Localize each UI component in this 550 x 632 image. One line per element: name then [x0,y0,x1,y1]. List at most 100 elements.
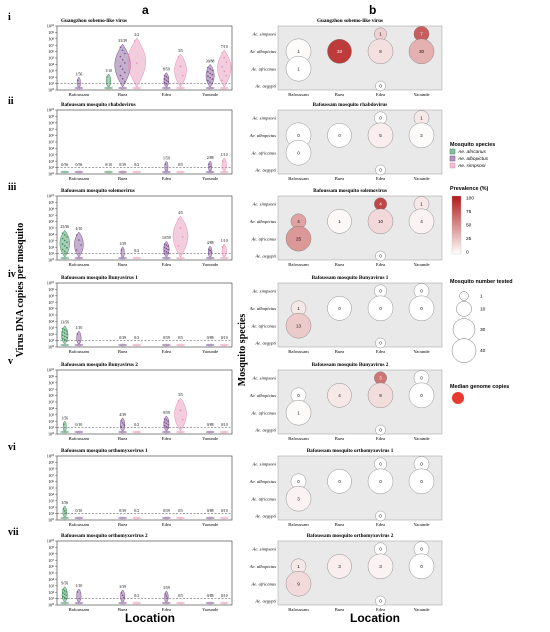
positive-fraction-label: 0/2 [134,594,139,598]
violin-base [175,256,185,260]
y-tick-label: 10⁵ [48,140,54,145]
data-point [106,76,108,78]
data-point [120,420,122,422]
positive-fraction-label: 1/39 [119,242,126,246]
violin-base [219,256,229,260]
y-tick-label: 10⁵ [48,56,54,61]
data-point [221,52,223,54]
x-tick-label: Edea [162,522,171,527]
bubble-count-label: 1 [420,116,423,121]
prevalence-bubble [408,468,435,495]
x-tick-label: Edea [376,176,385,181]
prevalence-tick-label: 100 [466,196,474,202]
bubble-count-label: 0 [379,479,382,484]
y-tick-label: 10⁸ [48,120,54,125]
data-point [165,244,168,247]
positive-fraction-label: 0/56 [61,163,68,167]
bubble-count-label: 0 [379,514,382,519]
violin-panel: Bafoussam mosquito orthomyxovirus 2 10⁰ 10… [47,533,233,612]
bubble-panel-title: Bafoussam mosquito rhabdovirus [313,102,388,108]
row-number: iv [8,269,16,280]
x-tick-label: Yaounde [202,176,218,181]
violin-base [205,170,215,174]
x-tick-label: Yaounde [202,607,218,612]
y-tick-label: 10¹ [48,511,54,516]
data-point [66,241,68,244]
species-label: Ae. simpsoni [252,116,277,121]
bubble-count-label: 0 [379,289,382,294]
species-label: Ae. africanus [251,581,277,586]
data-point [133,40,136,42]
violin-base [104,170,114,174]
data-point [165,79,168,82]
bubble-count-label: 4 [420,219,423,224]
data-point [119,74,122,77]
bubble-count-label: 8 [379,49,382,54]
x-tick-label: Buea [335,92,344,97]
data-point [62,423,65,426]
data-point [63,332,66,334]
data-point [124,52,126,55]
data-point [207,66,209,69]
violin-base [132,170,142,174]
prevalence-bubble [375,80,386,92]
y-tick-label: 10⁷ [48,387,54,392]
y-tick-label: 10⁷ [48,213,54,218]
x-tick-label: Edea [162,262,171,267]
data-point [63,234,66,236]
data-point [121,68,124,71]
species-label: Ae. africanus [251,150,277,155]
bubble-count-label: 0 [379,341,382,346]
bubble-panel: Guangzhou sobemo-like virus Ae. simpsoni A… [249,18,443,97]
violin-panel: Guangzhou sobemo-like virus10⁰10¹10²10³1… [47,18,233,97]
positive-fraction-label: 0/5 [178,163,183,167]
y-tick-label: 10¹⁰ [47,108,55,113]
data-point [61,337,64,340]
positive-fraction-label: 9/56 [61,582,68,586]
species-label: Ae. aegypti [254,254,276,259]
violin-base [74,430,84,434]
positive-fraction-label: 3/5 [178,393,183,397]
data-point [61,331,64,333]
positive-fraction-label: 0/2 [134,249,139,253]
y-tick-label: 10⁷ [48,473,54,478]
row-number: v [8,356,13,367]
legend-size-label: 30 [480,327,486,333]
violin-panel: Bafoussam mosquito Bunyavirus 1 10⁰ 10¹10²… [47,275,233,354]
data-point [163,81,166,84]
row-number: vii [8,527,19,538]
prevalence-bubble [375,510,386,522]
y-tick-label: 10¹ [48,596,54,601]
panel-letter-b: b [369,3,376,17]
data-point [61,243,64,245]
data-point [135,62,138,64]
bubble-count-label: 1 [297,66,300,71]
data-point [76,79,79,82]
data-point [66,235,68,238]
violin-shape [62,421,67,432]
x-tick-label: Yaounde [202,436,218,441]
y-tick-label: 10⁴ [48,146,54,151]
data-point [221,246,224,248]
y-tick-label: 10² [48,75,54,80]
violin-base [175,601,185,605]
x-tick-label: Bafoussam [288,176,309,181]
y-tick-label: 10² [48,419,54,424]
prevalence-bubble [327,383,352,408]
positive-fraction-label: 3/59 [163,586,170,590]
violin-base [60,256,70,260]
row-number: vi [8,442,16,453]
data-point [121,594,124,597]
b-y-axis-label: Mosquito species [237,314,248,387]
bubble-panel-title: Guangzhou sobemo-like virus [317,18,383,24]
data-point [61,237,64,240]
positive-fraction-label: 0/88 [207,509,214,513]
legend-number-title: Mosquito number tested [450,279,513,285]
positive-fraction-label: 1/56 [61,416,68,420]
positive-fraction-label: 1/10 [221,239,228,243]
violin-base [132,601,142,605]
violin-shape [76,77,81,88]
violin-base [161,343,171,347]
x-tick-label: Edea [162,349,171,354]
y-tick-label: 10⁷ [48,558,54,563]
